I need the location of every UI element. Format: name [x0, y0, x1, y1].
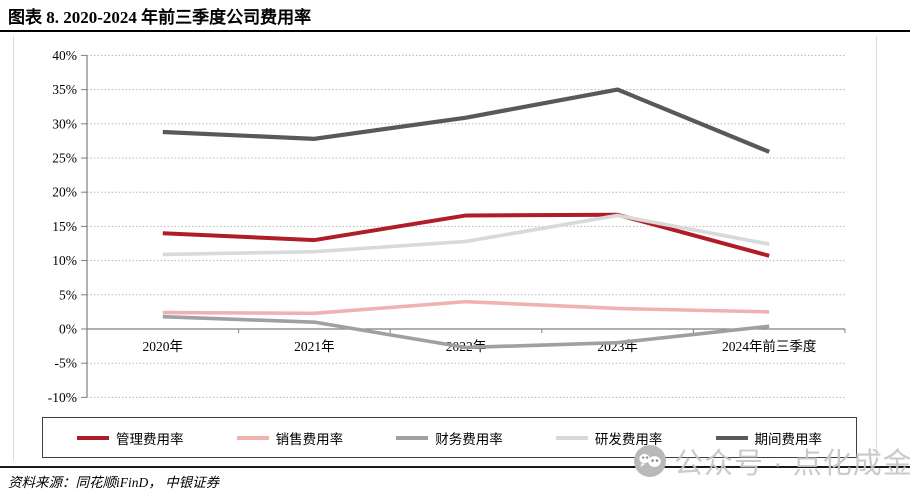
legend-swatch [396, 435, 429, 440]
legend-item-1: 销售费用率 [236, 428, 344, 448]
wechat-icon [634, 445, 666, 477]
y-tick-label: 25% [52, 151, 77, 166]
y-tick-label: 20% [52, 185, 77, 200]
source-note: 资料来源：同花顺iFinD， 中银证券 [8, 475, 220, 490]
y-tick-label: 30% [52, 116, 77, 131]
legend-swatch [715, 435, 748, 440]
series-line-3 [162, 213, 770, 257]
chart-legend: 管理费用率 销售费用率 财务费用率 研发费用率 期间费用率 [42, 417, 857, 458]
figure-title: 图表 8. 2020-2024 年前三季度公司费用率 [8, 8, 312, 27]
legend-swatch [555, 435, 588, 440]
y-tick-label: 10% [52, 253, 77, 268]
legend-swatch [77, 435, 109, 440]
legend-item-2: 财务费用率 [396, 428, 503, 448]
legend-item-3: 研发费用率 [555, 428, 663, 448]
series-line-2 [162, 314, 770, 350]
x-tick-label: 2021年 [294, 339, 335, 354]
legend-label: 期间费用率 [754, 431, 823, 447]
series-line-4 [162, 87, 770, 154]
y-tick-label: 40% [52, 48, 77, 63]
legend-item-4: 期间费用率 [715, 428, 823, 448]
series-line-1 [162, 299, 770, 316]
legend-label: 销售费用率 [275, 431, 344, 447]
x-tick-label: 2020年 [143, 339, 184, 354]
watermark: 公众号 · 点化成金 [633, 440, 910, 482]
y-tick-label: 0% [59, 322, 77, 337]
legend-swatch [236, 435, 269, 440]
watermark-text: 公众号 · 点化成金 [674, 448, 910, 480]
footer-divider [0, 466, 910, 468]
y-tick-label: 5% [59, 287, 77, 302]
legend-label: 财务费用率 [435, 431, 503, 447]
title-divider [0, 30, 910, 32]
y-tick-label: -5% [55, 356, 78, 371]
legend-label: 研发费用率 [594, 431, 663, 447]
y-tick-label: -10% [48, 390, 77, 405]
legend-item-0: 管理费用率 [77, 428, 184, 448]
series-line-0 [162, 212, 770, 258]
y-tick-label: 35% [52, 82, 77, 97]
x-tick-label: 2024年前三季度 [722, 338, 817, 354]
legend-label: 管理费用率 [116, 431, 184, 447]
y-tick-label: 15% [52, 219, 77, 234]
